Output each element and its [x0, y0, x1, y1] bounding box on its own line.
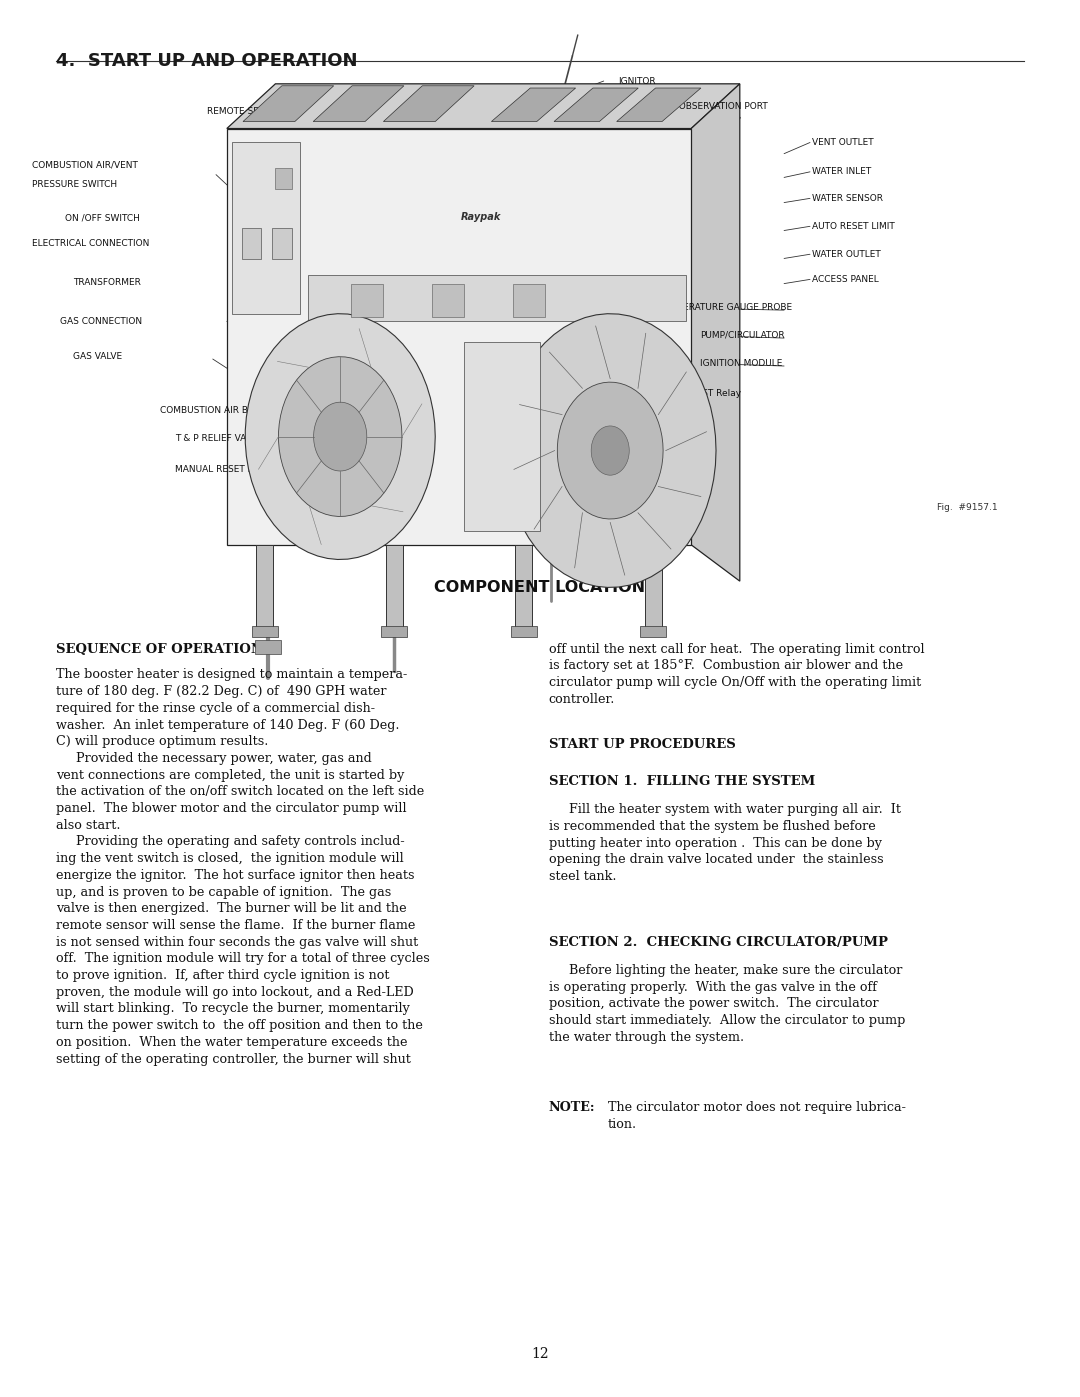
- Text: TEMPERATURE GAUGE PROBE: TEMPERATURE GAUGE PROBE: [659, 303, 792, 312]
- Polygon shape: [245, 314, 435, 559]
- Polygon shape: [255, 640, 281, 654]
- Polygon shape: [617, 88, 701, 122]
- Polygon shape: [313, 85, 404, 122]
- Text: GAS VALVE: GAS VALVE: [73, 352, 122, 360]
- Polygon shape: [591, 426, 630, 475]
- Text: Raypak: Raypak: [460, 211, 501, 222]
- Text: ON /OFF SWITCH: ON /OFF SWITCH: [65, 214, 139, 222]
- Polygon shape: [252, 626, 278, 637]
- Text: 4.  START UP AND OPERATION: 4. START UP AND OPERATION: [56, 52, 357, 70]
- Text: WATER OUTLET: WATER OUTLET: [812, 250, 881, 258]
- Polygon shape: [313, 402, 367, 471]
- Text: ELECTRICAL CONNECTION: ELECTRICAL CONNECTION: [32, 239, 150, 247]
- Text: PRESSURE SWITCH: PRESSURE SWITCH: [32, 180, 118, 189]
- Text: SECTION 2.  CHECKING CIRCULATOR/PUMP: SECTION 2. CHECKING CIRCULATOR/PUMP: [549, 936, 888, 949]
- Polygon shape: [275, 168, 292, 189]
- Text: 12: 12: [531, 1347, 549, 1361]
- Text: NOTE:: NOTE:: [549, 1101, 595, 1113]
- Text: FLAME OBSERVATION PORT: FLAME OBSERVATION PORT: [646, 102, 768, 110]
- Text: SEQUENCE OF OPERATION: SEQUENCE OF OPERATION: [56, 643, 264, 655]
- Polygon shape: [511, 626, 537, 637]
- Text: Fig.  #9157.1: Fig. #9157.1: [937, 503, 998, 511]
- Text: COMBUSTION AIR BLOWER: COMBUSTION AIR BLOWER: [160, 407, 280, 415]
- Polygon shape: [242, 228, 261, 258]
- Text: ACCESS PANEL: ACCESS PANEL: [812, 275, 879, 284]
- Text: off until the next call for heat.  The operating limit control
is factory set at: off until the next call for heat. The op…: [549, 643, 924, 705]
- Text: REMOTE SENSOR: REMOTE SENSOR: [207, 108, 285, 116]
- Polygon shape: [504, 314, 716, 587]
- Text: VENT OUTLET: VENT OUTLET: [812, 138, 874, 147]
- Text: Fill the heater system with water purging all air.  It
is recommended that the s: Fill the heater system with water purgin…: [549, 803, 901, 883]
- Text: TRANSFORMER: TRANSFORMER: [73, 278, 141, 286]
- Polygon shape: [554, 88, 638, 122]
- Polygon shape: [227, 84, 740, 129]
- Text: AUTO RESET LIMIT: AUTO RESET LIMIT: [812, 222, 895, 231]
- Text: The booster heater is designed to maintain a tempera-
ture of 180 deg. F (82.2 D: The booster heater is designed to mainta…: [56, 668, 430, 1066]
- Polygon shape: [383, 85, 474, 122]
- Polygon shape: [464, 342, 540, 531]
- Polygon shape: [308, 275, 686, 321]
- Polygon shape: [432, 284, 464, 317]
- Polygon shape: [645, 545, 662, 631]
- Polygon shape: [272, 228, 292, 258]
- Text: WATER SENSOR: WATER SENSOR: [812, 194, 883, 203]
- Polygon shape: [279, 356, 402, 517]
- Polygon shape: [640, 626, 666, 637]
- Polygon shape: [256, 545, 273, 631]
- Text: SECTION 1.  FILLING THE SYSTEM: SECTION 1. FILLING THE SYSTEM: [549, 775, 815, 788]
- Text: COMBUSTION AIR/VENT: COMBUSTION AIR/VENT: [32, 161, 138, 169]
- Polygon shape: [557, 383, 663, 520]
- Polygon shape: [515, 545, 532, 631]
- Polygon shape: [691, 84, 740, 581]
- Text: OPERATING LIMIT CONTROL: OPERATING LIMIT CONTROL: [572, 460, 697, 468]
- Text: PUMP/CIRCULATOR: PUMP/CIRCULATOR: [700, 331, 784, 339]
- Text: SPST Relay: SPST Relay: [691, 390, 741, 398]
- Text: START UP PROCEDURES: START UP PROCEDURES: [549, 738, 735, 750]
- Text: MANUAL RESET LIMIT: MANUAL RESET LIMIT: [175, 465, 271, 474]
- Polygon shape: [513, 284, 545, 317]
- Polygon shape: [232, 142, 300, 314]
- Text: T & P RELIEF VALVE: T & P RELIEF VALVE: [175, 434, 262, 443]
- Text: IGNITION MODULE: IGNITION MODULE: [700, 359, 782, 367]
- Text: The circulator motor does not require lubrica-
tion.: The circulator motor does not require lu…: [608, 1101, 906, 1130]
- Text: Before lighting the heater, make sure the circulator
is operating properly.  Wit: Before lighting the heater, make sure th…: [549, 964, 905, 1044]
- Polygon shape: [386, 545, 403, 631]
- Text: GAS CONNECTION: GAS CONNECTION: [60, 317, 143, 326]
- Text: DRAIN VALVE: DRAIN VALVE: [540, 488, 598, 496]
- Polygon shape: [491, 88, 576, 122]
- Polygon shape: [351, 284, 383, 317]
- Polygon shape: [227, 129, 691, 545]
- Polygon shape: [243, 85, 334, 122]
- Text: IGNITOR: IGNITOR: [618, 77, 656, 85]
- Text: COMPONENT LOCATION: COMPONENT LOCATION: [434, 580, 646, 595]
- Polygon shape: [381, 626, 407, 637]
- Text: WATER INLET: WATER INLET: [812, 168, 872, 176]
